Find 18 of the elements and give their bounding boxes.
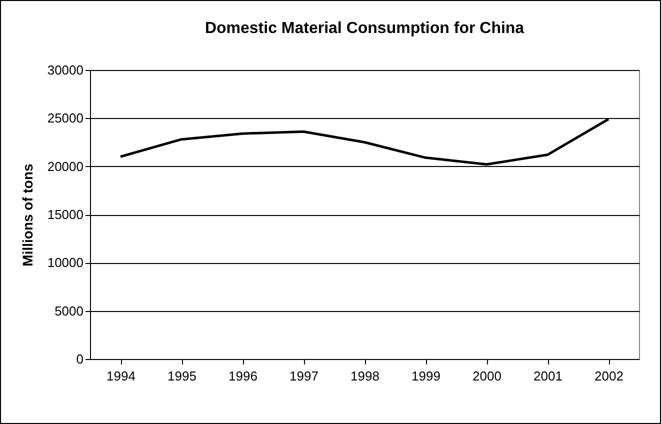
x-tick-label: 2002 [594,368,624,384]
chart-title: Domestic Material Consumption for China [204,20,524,37]
y-tick-label: 0 [76,352,84,366]
y-tick-label: 25000 [47,110,84,126]
x-tick-label: 1997 [290,368,318,384]
y-tick-label: 30000 [47,62,84,78]
x-tick-label: 1998 [350,368,380,384]
x-tick-label: 1994 [106,368,136,384]
x-tick-label: 1999 [412,368,440,384]
y-tick-label: 15000 [47,207,84,222]
y-tick-label: 20000 [47,158,84,174]
x-tick-label: 2000 [472,368,502,384]
x-tick-label: 1995 [168,368,196,384]
y-tick-label: 10000 [47,255,84,270]
y-axis-title: Millions of tons [19,163,36,266]
x-tick-label: 2001 [534,368,562,384]
x-tick-label: 1996 [228,368,258,384]
y-tick-label: 5000 [54,303,84,318]
